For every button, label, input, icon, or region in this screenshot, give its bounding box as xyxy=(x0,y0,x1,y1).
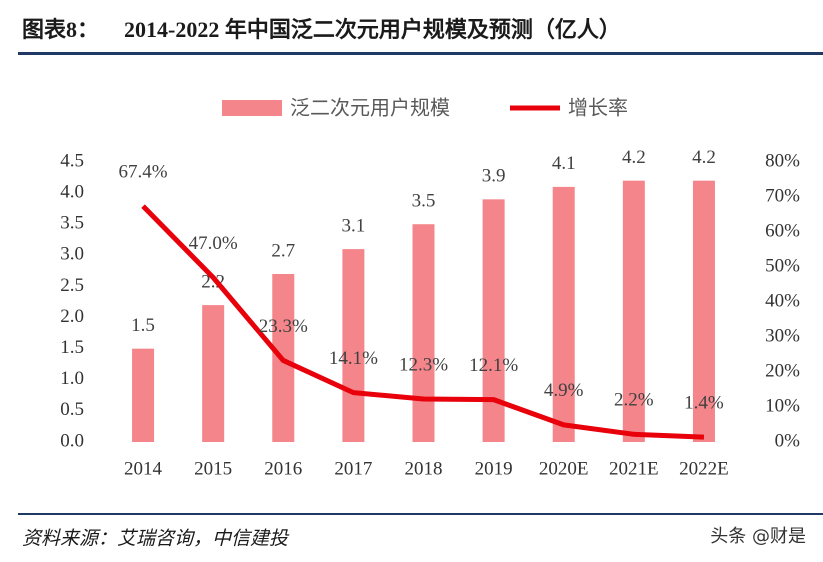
x-tick-label: 2020E xyxy=(539,458,589,479)
x-tick-label: 2014 xyxy=(124,458,163,479)
x-tick-label: 2022E xyxy=(679,458,729,479)
line-label: 14.1% xyxy=(329,348,378,369)
legend-label: 增长率 xyxy=(568,96,628,120)
footer-rule xyxy=(18,513,823,515)
bar-label: 3.1 xyxy=(342,215,366,236)
source: 资料来源：艾瑞咨询，中信建投 xyxy=(22,528,290,549)
header-rule xyxy=(18,52,823,55)
y2-tick-label: 20% xyxy=(765,360,800,381)
bar-label: 4.2 xyxy=(692,147,716,168)
bar xyxy=(342,249,365,442)
watermark: 头条 @财是 xyxy=(710,526,806,547)
chart-title: 2014-2022 年中国泛二次元用户规模及预测（亿人） xyxy=(124,17,621,42)
y-tick-label: 4.0 xyxy=(60,181,84,202)
line-label: 2.2% xyxy=(614,390,654,411)
bar xyxy=(622,180,645,442)
x-tick-label: 2021E xyxy=(609,458,659,479)
x-tick-label: 2015 xyxy=(194,458,232,479)
bar xyxy=(202,305,225,442)
bar xyxy=(412,224,435,442)
line-label: 12.1% xyxy=(469,355,518,376)
line-label: 4.9% xyxy=(544,380,584,401)
legend-swatch xyxy=(222,100,282,116)
figure-label: 图表8： xyxy=(22,17,99,42)
bar xyxy=(482,199,505,442)
line-label: 23.3% xyxy=(259,316,308,337)
y2-tick-label: 30% xyxy=(765,325,800,346)
y-tick-label: 0.5 xyxy=(60,399,84,420)
bar-label: 4.2 xyxy=(622,147,646,168)
y2-tick-label: 10% xyxy=(765,395,800,416)
bar xyxy=(552,186,575,442)
x-tick-label: 2017 xyxy=(334,458,372,479)
y2-tick-label: 80% xyxy=(765,150,800,171)
bar-label: 1.5 xyxy=(131,315,155,336)
bar xyxy=(692,180,715,442)
y2-tick-label: 0% xyxy=(775,430,801,451)
y-tick-label: 2.0 xyxy=(60,306,84,327)
y-tick-label: 2.5 xyxy=(60,275,84,296)
legend-label: 泛二次元用户规模 xyxy=(290,96,450,120)
line-label: 1.4% xyxy=(684,392,724,413)
line-label: 12.3% xyxy=(399,354,448,375)
y-tick-label: 4.5 xyxy=(60,150,84,171)
bar-label: 4.1 xyxy=(552,153,576,174)
growth-line xyxy=(141,204,705,440)
y-tick-label: 0.0 xyxy=(60,430,84,451)
line-label: 47.0% xyxy=(189,233,238,254)
line-label: 67.4% xyxy=(119,161,168,182)
y-tick-label: 1.0 xyxy=(60,368,84,389)
y2-tick-label: 50% xyxy=(765,255,800,276)
y-tick-label: 1.5 xyxy=(60,337,84,358)
bar xyxy=(132,348,155,442)
y-tick-label: 3.0 xyxy=(60,244,84,265)
bar-label: 3.9 xyxy=(482,166,506,187)
x-tick-label: 2018 xyxy=(405,458,443,479)
bar-label: 2.7 xyxy=(271,240,295,261)
y2-tick-label: 60% xyxy=(765,220,800,241)
y2-tick-label: 40% xyxy=(765,290,800,311)
x-tick-label: 2016 xyxy=(264,458,302,479)
bar-label: 3.5 xyxy=(412,191,436,212)
x-tick-label: 2019 xyxy=(475,458,513,479)
y2-tick-label: 70% xyxy=(765,185,800,206)
y-tick-label: 3.5 xyxy=(60,213,84,234)
